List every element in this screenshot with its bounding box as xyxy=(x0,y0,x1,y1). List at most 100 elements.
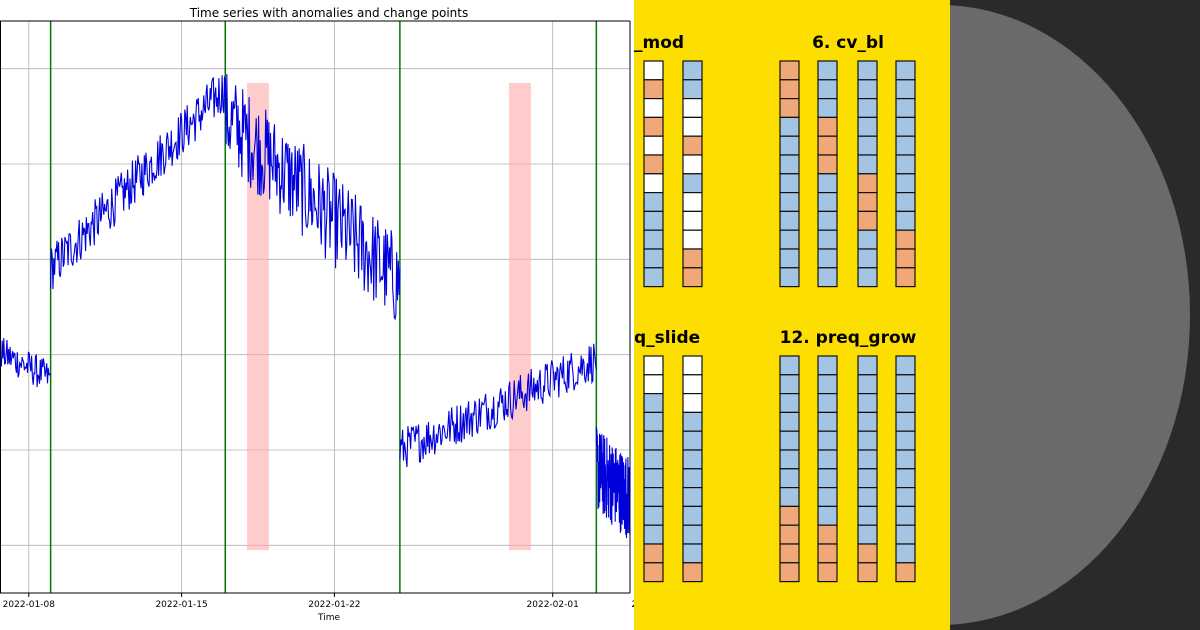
gray-disc xyxy=(950,5,1190,625)
fold-cell xyxy=(682,355,703,376)
fold-cell xyxy=(682,267,703,288)
x-tick-label: 2022-01-15 xyxy=(155,600,207,610)
fold-cell xyxy=(895,229,916,250)
fold-cell xyxy=(857,393,878,414)
fold-cell xyxy=(643,543,664,564)
fold-cell xyxy=(643,468,664,489)
fold-cell xyxy=(817,393,838,414)
fold-cell xyxy=(779,374,800,395)
fold-cell xyxy=(682,97,703,118)
fold-cell xyxy=(643,393,664,414)
fold-cell xyxy=(643,192,664,213)
fold-cell xyxy=(817,135,838,156)
fold-cell xyxy=(682,248,703,269)
fold-cell xyxy=(895,505,916,526)
fold-cell xyxy=(779,60,800,81)
fold-cell xyxy=(817,524,838,545)
fold-cell xyxy=(895,267,916,288)
fold-cell xyxy=(682,135,703,156)
fold-cell xyxy=(817,97,838,118)
fold-cell xyxy=(895,154,916,175)
fold-cell xyxy=(817,411,838,432)
fold-cell xyxy=(895,411,916,432)
fold-cell xyxy=(895,487,916,508)
fold-cell xyxy=(682,562,703,583)
fold-cell xyxy=(857,524,878,545)
fold-cell xyxy=(857,267,878,288)
fold-cell xyxy=(779,192,800,213)
fold-cell xyxy=(857,173,878,194)
fold-cell xyxy=(682,210,703,231)
x-tick-label: 2022-02-01 xyxy=(527,600,579,610)
fold-cell xyxy=(895,79,916,100)
fold-cell xyxy=(895,60,916,81)
fold-cell xyxy=(779,524,800,545)
fold-cell xyxy=(779,248,800,269)
fold-cell xyxy=(857,248,878,269)
fold-cell xyxy=(682,229,703,250)
fold-cell xyxy=(682,487,703,508)
fold-cell xyxy=(817,487,838,508)
series-line xyxy=(0,338,52,388)
fold-cell xyxy=(895,543,916,564)
fold-cell xyxy=(857,135,878,156)
fold-cell xyxy=(895,97,916,118)
fold-cell xyxy=(779,562,800,583)
gray-disc-panel xyxy=(950,0,1200,630)
fold-cell xyxy=(779,267,800,288)
panel-title: 12. preq_grow xyxy=(780,328,917,348)
series-line xyxy=(595,426,631,539)
fold-cell xyxy=(895,374,916,395)
fold-cell xyxy=(817,449,838,470)
fold-cell xyxy=(682,79,703,100)
chart-title: Time series with anomalies and change po… xyxy=(189,6,469,20)
fold-cell xyxy=(817,192,838,213)
panel-title: _mod xyxy=(634,33,684,53)
fold-cell xyxy=(895,173,916,194)
fold-cell xyxy=(817,154,838,175)
fold-cell xyxy=(857,192,878,213)
fold-cell xyxy=(643,210,664,231)
fold-cell xyxy=(817,79,838,100)
fold-cell xyxy=(895,116,916,137)
fold-cell xyxy=(817,229,838,250)
fold-cell xyxy=(779,229,800,250)
fold-cell xyxy=(643,487,664,508)
fold-cell xyxy=(643,374,664,395)
fold-cell xyxy=(857,97,878,118)
fold-cell xyxy=(895,562,916,583)
fold-cell xyxy=(779,97,800,118)
fold-cell xyxy=(643,97,664,118)
fold-cell xyxy=(643,79,664,100)
fold-cell xyxy=(817,543,838,564)
fold-cell xyxy=(857,562,878,583)
fold-cell xyxy=(682,192,703,213)
x-axis-label: Time xyxy=(317,613,340,623)
fold-cell xyxy=(817,60,838,81)
fold-cell xyxy=(643,135,664,156)
fold-cell xyxy=(857,60,878,81)
fold-cell xyxy=(857,154,878,175)
fold-cell xyxy=(643,505,664,526)
fold-cell xyxy=(857,116,878,137)
fold-cell xyxy=(643,116,664,137)
fold-cell xyxy=(682,411,703,432)
series-line xyxy=(224,74,401,321)
fold-cell xyxy=(779,449,800,470)
fold-cell xyxy=(779,135,800,156)
fold-cell xyxy=(895,135,916,156)
fold-cell xyxy=(779,468,800,489)
fold-cell xyxy=(779,505,800,526)
fold-cell xyxy=(817,173,838,194)
fold-cell xyxy=(682,543,703,564)
fold-cell xyxy=(682,393,703,414)
x-tick-label: 2022-01-08 xyxy=(3,600,56,610)
fold-cell xyxy=(779,154,800,175)
fold-cell xyxy=(682,524,703,545)
fold-cell xyxy=(643,524,664,545)
fold-schemes-panel: _mod 6. cv_bl q_slide 12. preq_grow xyxy=(634,0,950,630)
fold-cell xyxy=(817,210,838,231)
fold-cell xyxy=(857,487,878,508)
x-tick-label: 202 xyxy=(631,600,634,610)
fold-cell xyxy=(895,192,916,213)
